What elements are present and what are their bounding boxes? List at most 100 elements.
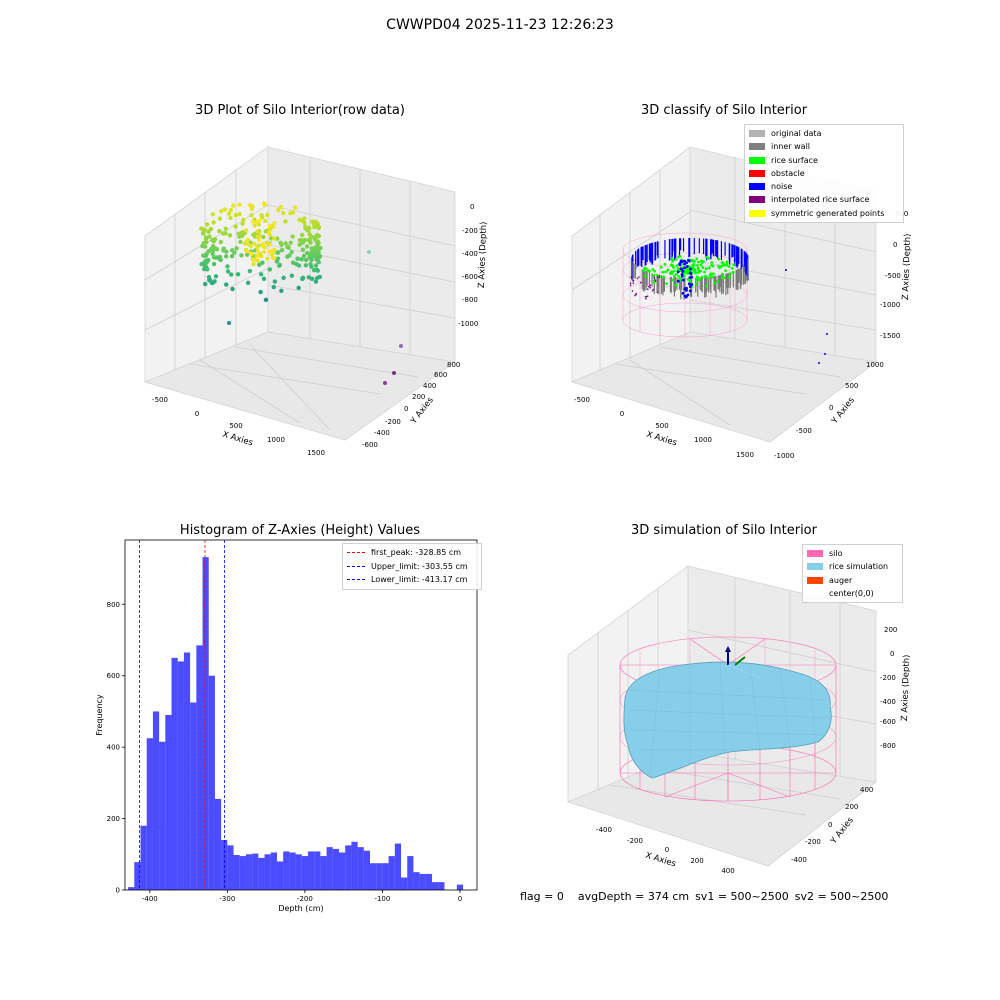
histogram-x-tick: -300	[219, 895, 235, 903]
raw-point	[261, 249, 266, 254]
histogram-bar	[456, 884, 464, 890]
histogram-bar	[357, 847, 364, 890]
classify-point	[691, 259, 695, 263]
raw-point	[318, 245, 323, 251]
raw-point	[225, 269, 231, 274]
classify-point	[710, 261, 714, 264]
classify-point	[722, 276, 726, 280]
simulation-z-tick: -600	[880, 718, 896, 726]
classify-legend-swatch	[749, 169, 765, 177]
histogram-bar	[177, 661, 184, 890]
raw-point	[312, 237, 318, 242]
raw-point	[315, 275, 320, 281]
histogram-x-tick: 0	[458, 895, 462, 903]
raw-point	[217, 216, 223, 221]
raw-point	[307, 238, 312, 243]
classify-point	[669, 263, 673, 267]
classify-point	[629, 284, 632, 287]
classify-legend: original data inner wall rice surface obsta…	[744, 124, 904, 224]
classify-point	[695, 283, 698, 286]
classify-point	[676, 279, 680, 283]
classify-point	[651, 289, 654, 292]
histogram-bar	[233, 855, 240, 890]
histogram-bar	[196, 645, 203, 890]
classify-point	[717, 257, 721, 261]
raw-point	[261, 276, 267, 281]
raw-point	[265, 212, 270, 218]
histogram-bar	[332, 848, 339, 890]
simulation-legend-item: rice simulation	[807, 560, 898, 573]
classify-point	[678, 254, 682, 258]
raw-point	[306, 275, 312, 280]
histogram-bar	[307, 851, 315, 890]
simulation-auger	[725, 646, 761, 679]
simulation-y-tick: 400	[860, 786, 873, 794]
classify-point	[716, 280, 720, 284]
classify-legend-swatch	[749, 143, 765, 151]
raw-point	[240, 221, 245, 226]
classify-point-cloud	[629, 238, 828, 364]
raw-point	[258, 272, 264, 277]
raw-point	[237, 211, 242, 217]
classify-point	[710, 275, 714, 279]
raw-outlier-point	[399, 344, 403, 348]
classify-point	[680, 274, 684, 278]
raw-point	[241, 217, 246, 223]
simulation-legend-label: center(0,0)	[829, 588, 874, 598]
histogram-bar	[301, 856, 308, 890]
classify-point	[683, 266, 686, 270]
sv2-value: sv2 = 500~2500	[794, 890, 889, 903]
classify-point	[644, 295, 647, 298]
classify-point	[679, 259, 683, 263]
classify-point	[649, 286, 652, 289]
histogram-bar	[165, 715, 172, 890]
histogram-bar	[425, 873, 433, 890]
raw-point	[289, 249, 294, 255]
raw-point	[277, 263, 282, 268]
raw-point	[286, 245, 291, 250]
raw-point	[212, 279, 217, 284]
simulation-rice-surface	[623, 661, 832, 779]
classify-z-tick: -1000	[880, 301, 900, 309]
raw-y-tick: -200	[385, 418, 401, 426]
raw-point	[248, 244, 253, 249]
classify-point	[681, 291, 685, 295]
raw-point	[207, 277, 213, 283]
histogram-bar	[283, 851, 290, 890]
classify-point	[653, 277, 656, 280]
classify-point	[651, 267, 655, 271]
classify-point	[661, 270, 665, 274]
histogram-bar	[245, 854, 253, 890]
raw-point	[212, 237, 218, 242]
raw-point	[251, 219, 256, 224]
classify-point	[706, 276, 710, 280]
raw-point	[281, 210, 286, 216]
classify-point	[682, 259, 686, 263]
raw-point	[235, 272, 241, 277]
simulation-x-tick: -200	[627, 837, 643, 845]
classify-legend-swatch	[749, 196, 765, 204]
raw-point	[268, 242, 273, 247]
raw-point	[244, 252, 250, 257]
classify-point	[728, 272, 732, 276]
avg-depth-value: avgDepth = 374 cm	[577, 890, 690, 903]
histogram-legend-swatch	[347, 565, 365, 567]
histogram-bar	[128, 887, 135, 890]
raw-point	[255, 254, 260, 259]
raw-point	[310, 246, 315, 252]
classify-x-tick: 1000	[694, 436, 712, 444]
classify-point	[687, 258, 690, 262]
raw-point	[300, 240, 305, 245]
raw-point	[263, 229, 268, 234]
classify-point	[730, 266, 734, 270]
raw-point	[244, 228, 249, 233]
classify-point	[653, 269, 657, 273]
raw-point	[278, 240, 283, 245]
histogram-bar	[289, 852, 296, 890]
raw-z-tick: -600	[462, 273, 478, 281]
classify-x-tick: 1500	[736, 451, 754, 459]
classify-point	[671, 278, 675, 282]
histogram-legend-swatch	[347, 579, 365, 580]
histogram-bar	[252, 853, 259, 890]
classify-point	[725, 261, 729, 265]
